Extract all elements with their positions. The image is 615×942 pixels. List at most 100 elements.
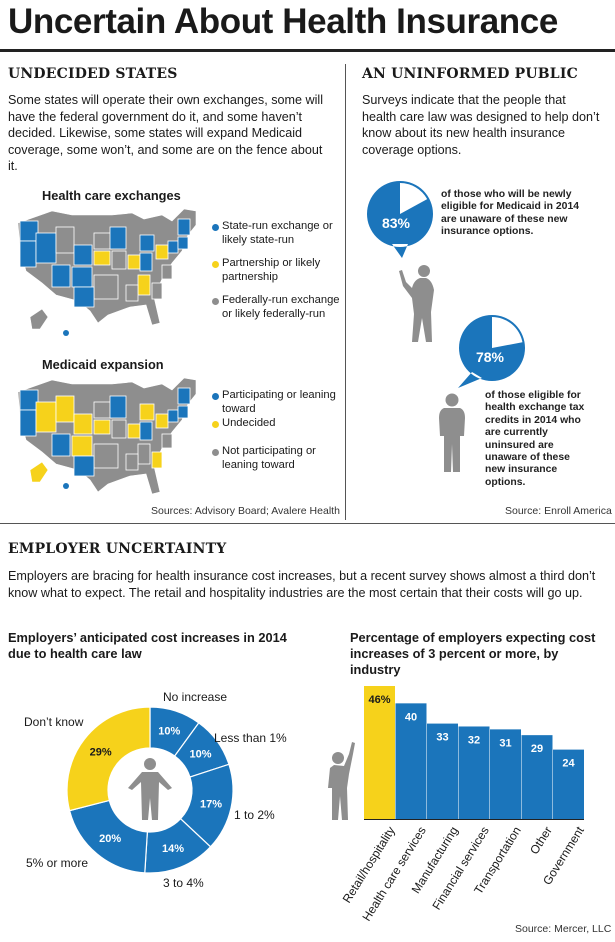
legend-label: Not participating or leaning toward [222, 445, 316, 471]
bar [553, 749, 584, 819]
stat2-value: 78% [476, 349, 505, 365]
legend-label: Participating or leaning toward [222, 389, 336, 415]
bar [458, 726, 490, 819]
exchanges-map-title: Health care exchanges [42, 188, 181, 203]
map-state [177, 236, 189, 250]
map-state [155, 413, 169, 429]
donut-value-label: 17% [200, 799, 222, 811]
donut-category-label: No increase [163, 690, 228, 704]
bar [395, 703, 427, 819]
map-state [139, 421, 153, 441]
map-state [35, 232, 57, 264]
medicaid-map [17, 377, 197, 495]
industry-bar-chart: 46% 40 33 32 31 29 24 [364, 686, 584, 820]
employer-source: Source: Mercer, LLC [515, 923, 612, 935]
legend-label: Partnership or likely partnership [222, 257, 321, 283]
donut-value-label: 20% [99, 833, 121, 845]
legend-swatch [212, 261, 219, 268]
map-state [155, 244, 169, 260]
donut-value-label: 29% [90, 747, 112, 759]
map-state [71, 266, 93, 288]
map-state [109, 395, 127, 419]
stat2-bubble: 78% [458, 315, 525, 388]
bar-value-label: 32 [468, 734, 480, 746]
employer-text: Employers are bracing for health insuran… [8, 569, 596, 600]
map-state [177, 218, 191, 236]
map-state [93, 443, 119, 469]
map-state [35, 401, 57, 433]
map-state [127, 423, 141, 439]
shrugging-man-silhouette [128, 772, 172, 820]
legend-swatch [212, 421, 219, 428]
legend-swatch [212, 449, 219, 456]
map-state [151, 451, 163, 469]
map-state [51, 433, 71, 457]
section-rule [0, 523, 615, 524]
map-state [93, 274, 119, 300]
bar-value-label: 29 [531, 743, 543, 755]
undecided-source: Sources: Advisory Board; Avalere Health [151, 505, 340, 517]
map-state [73, 413, 93, 435]
map-state [161, 433, 173, 449]
map-state [73, 455, 95, 477]
stat1-value: 83% [382, 215, 411, 231]
bar-value-label: 24 [562, 758, 575, 770]
map-state [93, 401, 113, 419]
map-state [73, 286, 95, 308]
bar-value-label: 33 [436, 732, 448, 744]
donut-category-label: Don’t know [24, 715, 84, 729]
donut-category-label: Less than 1% [214, 731, 287, 745]
map-state [125, 284, 139, 302]
woman-phone-silhouette [399, 265, 434, 342]
undecided-heading: UNDECIDED STATES [8, 66, 178, 82]
map-state [111, 250, 127, 270]
man-silhouette [439, 393, 465, 472]
exchanges-map [17, 208, 197, 336]
map-state [51, 264, 71, 288]
uninformed-text: Surveys indicate that the people that he… [362, 93, 600, 157]
map-state [139, 234, 155, 252]
legend-label: Federally-run exchange or likely federal… [222, 294, 340, 320]
donut-category-label: 1 to 2% [234, 808, 275, 822]
map-state [111, 419, 127, 439]
map-state [127, 254, 141, 270]
uninformed-heading: AN UNINFORMED PUBLIC [362, 66, 578, 82]
stat2-text: of those eligible for health exchange ta… [485, 390, 585, 488]
map-state [125, 453, 139, 471]
donut-value-label: 14% [162, 843, 184, 855]
medicaid-map-title: Medicaid expansion [42, 357, 164, 372]
map-state [73, 244, 93, 266]
map-state [177, 387, 191, 405]
pie-chart-title: Employers’ anticipated cost increases in… [8, 630, 287, 661]
map-state [55, 226, 75, 254]
donut-value-label: 10% [158, 726, 180, 738]
map-state [93, 250, 111, 266]
bar-value-label: 46% [368, 694, 390, 706]
page-title: Uncertain About Health Insurance [8, 2, 558, 41]
legend-swatch [212, 298, 219, 305]
donut-value-label: 10% [190, 748, 212, 760]
map-state [137, 274, 151, 296]
column-divider [345, 64, 346, 520]
donut-category-label: 5% or more [26, 856, 89, 870]
donut-slice [66, 706, 151, 812]
map-state [167, 240, 179, 254]
legend-label: State-run exchange or likely state-run [222, 220, 333, 246]
bar-value-label: 40 [405, 711, 417, 723]
uninformed-source: Source: Enroll America [505, 505, 612, 517]
map-state [167, 409, 179, 423]
map-state [19, 409, 37, 437]
map-state [177, 405, 189, 419]
bar [427, 723, 458, 819]
map-state [19, 389, 39, 411]
map-state [139, 252, 153, 272]
map-state [55, 395, 75, 423]
employer-heading: EMPLOYER UNCERTAINTY [8, 541, 227, 557]
donut-category-label: 3 to 4% [163, 876, 204, 890]
title-rule [0, 49, 615, 52]
bar [521, 735, 553, 819]
map-state [161, 264, 173, 280]
map-state [137, 443, 151, 465]
undecided-text: Some states will operate their own excha… [8, 93, 323, 174]
map-state [93, 419, 111, 435]
